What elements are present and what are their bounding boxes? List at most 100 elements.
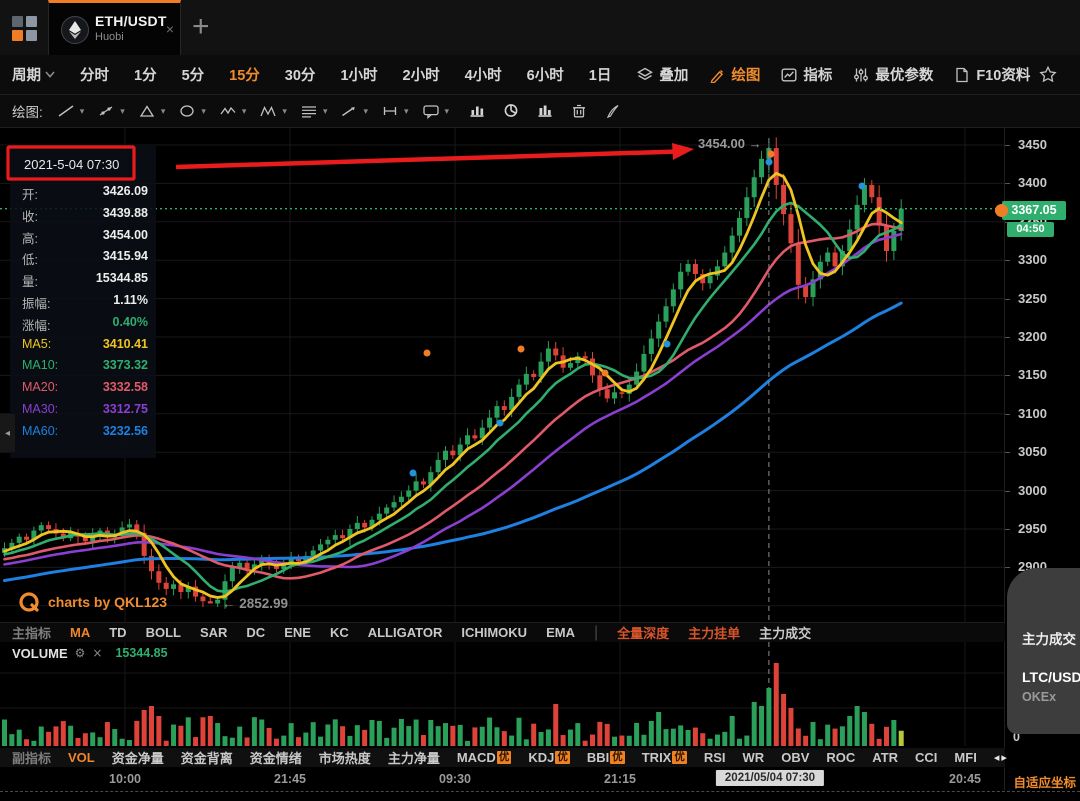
- caret-down-icon[interactable]: ▾: [322, 105, 328, 116]
- tab-divider: |: [593, 623, 599, 641]
- tab-bar: ETH/USDT Huobi × +: [0, 0, 1080, 56]
- caret-down-icon[interactable]: ▾: [120, 105, 125, 116]
- indicator-tab-KC[interactable]: KC: [329, 625, 349, 640]
- candlestick-chart[interactable]: [0, 128, 1080, 801]
- volume-settings-icon[interactable]: ⚙: [74, 646, 86, 660]
- adaptive-coords-toggle[interactable]: 自适应坐标: [1013, 776, 1076, 790]
- sub-indicator-tab-主力净量[interactable]: 主力净量: [387, 751, 440, 766]
- sub-indicator-tab-市场热度[interactable]: 市场热度: [318, 751, 371, 766]
- period-2小时[interactable]: 2小时: [402, 68, 440, 84]
- period-1日[interactable]: 1日: [588, 68, 612, 84]
- main-toolbar: 周期 分时 1分 5分 15分 30分 1小时 2小时 4小时 6小时 1日 叠加 绘图 指标 最优参数…: [0, 55, 1080, 95]
- period-1分[interactable]: 1分: [134, 68, 157, 84]
- tab-pager-arrows[interactable]: ◂▸: [993, 752, 1009, 764]
- sub-indicator-tab-ATR[interactable]: ATR: [872, 750, 899, 765]
- period-6小时[interactable]: 6小时: [526, 68, 564, 84]
- sub-indicator-tab-ROC[interactable]: ROC: [826, 750, 856, 765]
- info-row-6: 涨幅: 0.40%: [22, 314, 148, 333]
- period-15分[interactable]: 15分: [229, 68, 260, 84]
- period-30分[interactable]: 30分: [284, 68, 316, 84]
- caret-down-icon[interactable]: ▾: [444, 105, 450, 116]
- time-tick-21:15: 21:15: [604, 772, 636, 786]
- watermark-text: charts by QKL123: [48, 594, 168, 610]
- draw-tool-ellipse-icon[interactable]: ▾: [178, 104, 206, 119]
- indicator-tab-主力挂单[interactable]: 主力挂单: [688, 626, 741, 641]
- info-row-10: MA30: 3312.75: [22, 402, 148, 416]
- sub-indicator-tab-RSI[interactable]: RSI: [703, 750, 726, 765]
- f10-doc-icon: [956, 67, 968, 82]
- indicator-tab-TD[interactable]: TD: [109, 625, 127, 640]
- volume-close-icon[interactable]: ×: [92, 646, 103, 660]
- indicator-tab-主力成交[interactable]: 主力成交: [759, 626, 812, 641]
- draw-tool-wave-icon[interactable]: ▾: [219, 104, 247, 119]
- indicator-tab-ICHIMOKU[interactable]: ICHIMOKU: [461, 625, 528, 640]
- sub-indicator-tab-WR[interactable]: WR: [742, 750, 765, 765]
- indicator-tab-ALLIGATOR[interactable]: ALLIGATOR: [367, 625, 443, 640]
- sub-indicator-tab-TRIX[interactable]: TRIX 优: [641, 750, 687, 765]
- new-tab-button[interactable]: +: [192, 10, 210, 43]
- indicator-tab-DC[interactable]: DC: [246, 625, 266, 640]
- toolbar-overlay-button[interactable]: 叠加: [637, 64, 688, 85]
- draw-tool-range-icon[interactable]: ▾: [381, 104, 409, 119]
- draw-tool-arrow-icon[interactable]: ▾: [340, 104, 368, 119]
- caret-down-icon[interactable]: ▾: [160, 105, 166, 116]
- indicator-tab-ENE[interactable]: ENE: [284, 625, 311, 640]
- sub-indicator-tab-资金净量[interactable]: 资金净量: [111, 751, 164, 766]
- indicator-tab-主指标[interactable]: 主指标: [12, 626, 52, 641]
- draw-tool-position-pie-icon[interactable]: [502, 103, 520, 119]
- period-5分[interactable]: 5分: [181, 68, 205, 84]
- draw-tool-ray-icon[interactable]: ▾: [97, 104, 125, 119]
- draw-tool-line-icon[interactable]: ▾: [57, 104, 85, 119]
- period-1小时[interactable]: 1小时: [340, 68, 378, 84]
- toolbar-indicator-button[interactable]: 指标: [781, 64, 832, 85]
- sub-indicator-tab-MACD[interactable]: MACD 优: [456, 750, 512, 765]
- tab-close-icon[interactable]: ×: [165, 21, 174, 37]
- toolbar-optimal-params-button[interactable]: 最优参数: [853, 64, 933, 85]
- caret-down-icon[interactable]: ▾: [282, 105, 287, 116]
- price-tick-3050: 3050: [1018, 444, 1047, 460]
- sub-indicator-tab-MFI[interactable]: MFI: [954, 750, 977, 765]
- session-high-label: 3454.00 →: [698, 136, 762, 151]
- panel-collapse-arrow[interactable]: ◂: [0, 414, 15, 452]
- indicator-tab-全量深度[interactable]: 全量深度: [617, 626, 670, 641]
- sub-indicator-tab-资金背离[interactable]: 资金背离: [180, 751, 233, 766]
- period-4小时[interactable]: 4小时: [464, 68, 502, 84]
- draw-tool-position-line-icon[interactable]: [468, 103, 486, 119]
- favorite-star-button[interactable]: [1039, 66, 1057, 83]
- period-分时[interactable]: 分时: [80, 68, 109, 84]
- draw-tool-pen-icon[interactable]: [604, 103, 622, 119]
- time-axis[interactable]: 2021/05/04 07:30 自适应坐标 10:00 21:45 09:30 21…: [0, 768, 1080, 791]
- sub-indicator-tab-副指标[interactable]: 副指标: [12, 751, 52, 766]
- popup-exchange: OKEx: [1022, 690, 1057, 704]
- draw-tool-shape-icon[interactable]: ▾: [138, 104, 166, 119]
- watchlist-popup[interactable]: 主力成交 LTC/USDT OKEx: [1007, 568, 1080, 734]
- indicator-tab-MA[interactable]: MA: [70, 625, 91, 640]
- draw-tool-pattern-icon[interactable]: ▾: [259, 104, 287, 119]
- toolbar-draw-button[interactable]: 绘图: [709, 64, 760, 85]
- sub-indicator-tab-资金情绪[interactable]: 资金情绪: [249, 751, 302, 766]
- caret-down-icon[interactable]: ▾: [404, 105, 409, 116]
- draw-tool-position-bar-icon[interactable]: [536, 103, 554, 119]
- indicator-tab-BOLL[interactable]: BOLL: [145, 625, 181, 640]
- sub-indicator-tab-KDJ[interactable]: KDJ 优: [528, 750, 570, 765]
- apps-grid-icon[interactable]: [12, 16, 37, 41]
- sub-indicator-tab-BBI[interactable]: BBI 优: [586, 750, 625, 765]
- caret-down-icon[interactable]: ▾: [363, 105, 369, 116]
- caret-down-icon[interactable]: ▾: [79, 105, 85, 116]
- toolbar-f10-doc-button[interactable]: F10资料: [954, 64, 1030, 85]
- bottom-dashed-divider: [0, 791, 1080, 792]
- indicator-tab-SAR[interactable]: SAR: [199, 625, 228, 640]
- symbol-tab[interactable]: ETH/USDT Huobi ×: [48, 0, 181, 55]
- draw-tool-trash-icon[interactable]: [570, 103, 588, 119]
- draw-tool-fib-icon[interactable]: ▾: [300, 104, 328, 119]
- sub-indicator-tab-OBV[interactable]: OBV: [781, 750, 810, 765]
- caret-down-icon[interactable]: ▾: [241, 105, 247, 116]
- sub-indicator-tab-CCI[interactable]: CCI: [915, 750, 938, 765]
- draw-tool-note-icon[interactable]: ▾: [422, 104, 450, 119]
- time-tick-20:45: 20:45: [949, 772, 981, 786]
- period-menu[interactable]: 周期: [12, 64, 55, 85]
- indicator-tab-EMA[interactable]: EMA: [546, 625, 575, 640]
- sub-indicator-tab-VOL[interactable]: VOL: [68, 750, 95, 765]
- price-tick-3450: 3450: [1018, 137, 1047, 152]
- caret-down-icon[interactable]: ▾: [201, 105, 206, 116]
